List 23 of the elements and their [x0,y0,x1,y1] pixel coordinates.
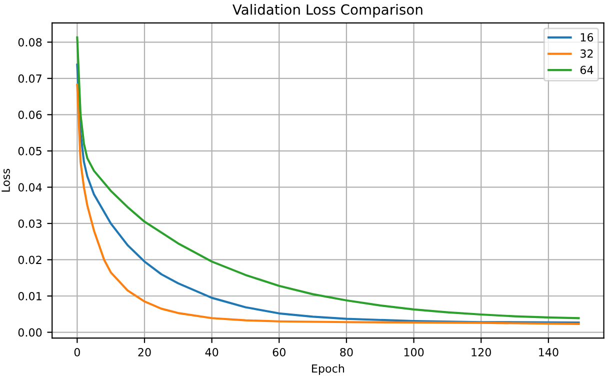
y-tick-label: 0.03 [18,219,42,228]
x-tick-label: 60 [272,348,286,356]
y-tick-label: 0.01 [18,292,42,300]
legend-label: 16 [580,33,594,42]
x-tick-label: 40 [205,348,218,356]
legend-label: 32 [580,49,593,58]
x-tick-label: 120 [472,348,491,356]
x-tick-label: 80 [340,348,353,356]
x-axis-title: Epoch [312,364,344,375]
y-tick-label: 0.07 [18,74,42,83]
y-axis-title: Loss [2,168,10,192]
y-tick-label: 0.06 [18,110,42,120]
y-tick-label: 0.04 [18,183,42,192]
x-tick-label: 0 [74,348,80,356]
y-tick-label: 0.05 [18,146,42,156]
x-tick-label: 140 [539,348,558,356]
x-tick-label: 100 [404,348,424,356]
x-tick-label: 20 [138,348,151,356]
legend-label: 64 [580,66,594,74]
chart-title: Validation Loss Comparison [232,4,422,18]
y-tick-label: 0.08 [18,38,42,47]
y-tick-label: 0.00 [18,328,42,337]
y-tick-label: 0.02 [18,256,42,264]
